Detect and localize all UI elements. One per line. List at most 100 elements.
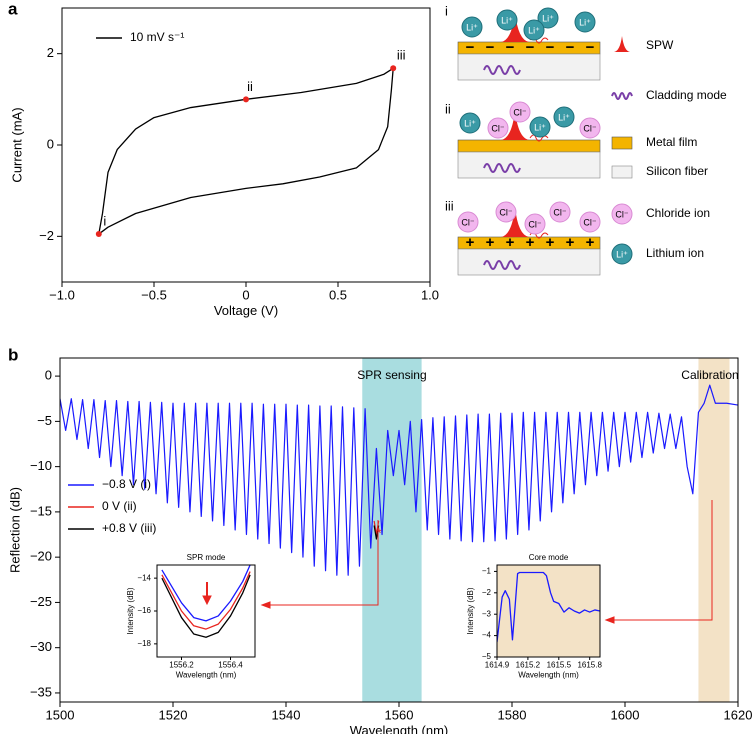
charge: + (546, 234, 555, 251)
row-label: i (445, 3, 448, 18)
chloride-ion (549, 201, 571, 223)
y-axis-title: Intensity (dB) (466, 587, 475, 634)
schematic-legend-label: SPW (646, 38, 674, 52)
x-tick-label: 1615.2 (516, 661, 541, 670)
chloride-ion (579, 117, 601, 139)
row-label: iii (445, 198, 454, 213)
chloride-ion (457, 211, 479, 233)
legend-label: 10 mV s⁻¹ (130, 30, 184, 44)
inset-title: Core mode (529, 553, 569, 562)
arrow (612, 500, 713, 621)
frame (59, 357, 739, 703)
chloride-ion (579, 211, 601, 233)
charge: + (526, 234, 535, 251)
series-group (497, 571, 600, 643)
x-tick-label: 1.0 (421, 288, 439, 303)
charge: − (546, 39, 555, 56)
point-label: i (103, 213, 106, 228)
chloride-ion (495, 201, 517, 223)
chart: −1.0 −0.5 0 0.5 1.0 −2 0 2 Voltage (V) Current (m… (9, 7, 439, 318)
lithium-ion (496, 9, 518, 31)
series-line (60, 384, 738, 576)
cladding-wave (483, 163, 521, 173)
y-tick-label: −1 (482, 567, 492, 576)
charge: + (486, 234, 495, 251)
ion-label: Cl⁻ (513, 107, 526, 117)
silicon-fiber (457, 248, 601, 276)
charge: − (466, 39, 475, 56)
ion-label: Li⁺ (616, 249, 628, 259)
row-label: ii (445, 101, 451, 116)
schematic-legend-label: Silicon fiber (646, 164, 708, 178)
inset-title: SPR mode (187, 553, 226, 562)
chloride-ion (487, 117, 509, 139)
legend-metal (611, 136, 633, 150)
x-tick-label: −0.5 (141, 288, 167, 303)
y-tick-label: −35 (30, 684, 52, 699)
legend-label: +0.8 V (iii) (102, 521, 156, 535)
series-line (497, 571, 600, 643)
y-tick-label: −25 (30, 594, 52, 609)
cladding-wave (483, 65, 521, 75)
charge: − (506, 39, 515, 56)
silicon-fiber (457, 53, 601, 81)
y-tick-label: −3 (482, 609, 492, 618)
y-tick-label: −5 (37, 413, 52, 428)
ion-label: Cl⁻ (615, 209, 628, 219)
x-tick-label: 1580 (498, 708, 527, 723)
inset-bg (497, 565, 600, 657)
y-tick-label: −10 (30, 458, 52, 473)
panel-label: b (8, 345, 18, 364)
y-tick-label: 0 (47, 136, 54, 151)
frame (156, 564, 256, 658)
ion-label: Li⁺ (558, 112, 570, 122)
span (362, 358, 422, 702)
arrow (268, 520, 379, 606)
spw (501, 207, 529, 237)
x-tick-label: 0.5 (329, 288, 347, 303)
lithium-ion (611, 243, 633, 265)
charge: + (466, 234, 475, 251)
ion-label: Li⁺ (579, 17, 591, 27)
chart: 1614.9 1615.2 1615.5 1615.8 −5 −4 −3 −2 −1 Wavele… (466, 553, 602, 679)
lithium-ion (553, 106, 575, 128)
ion-label: Cl⁻ (491, 123, 504, 133)
arrowhead (202, 595, 212, 606)
ion-label: Cl⁻ (583, 217, 596, 227)
ion-label: Cl⁻ (461, 217, 474, 227)
point (243, 96, 249, 103)
schematic-legend-label: Metal film (646, 135, 697, 149)
x-axis-title: Wavelength (nm) (518, 670, 579, 679)
point-label: iii (397, 48, 406, 63)
y-tick-label: −14 (137, 573, 151, 582)
charge: − (586, 39, 595, 56)
arrowhead (260, 601, 271, 609)
panel-label: a (8, 0, 18, 18)
y-axis-title: Reflection (dB) (7, 487, 22, 573)
y-axis-title: Intensity (dB) (126, 587, 135, 634)
y-tick-label: −15 (30, 503, 52, 518)
charge: − (486, 39, 495, 56)
y-tick-label: −30 (30, 639, 52, 654)
silicon-fiber (457, 151, 601, 179)
y-tick-label: −5 (482, 652, 492, 661)
legend-spw (614, 36, 630, 52)
ion-label: Li⁺ (528, 25, 540, 35)
ion-label: Li⁺ (542, 13, 554, 23)
lithium-ion (459, 112, 481, 134)
series-line (161, 571, 251, 630)
charge: + (586, 234, 595, 251)
metal-film (457, 139, 601, 153)
ion-label: Cl⁻ (583, 123, 596, 133)
series-group (161, 565, 251, 638)
y-tick-label: −16 (137, 606, 151, 615)
ion-label: Li⁺ (466, 22, 478, 32)
inset-bg (157, 565, 255, 657)
y-tick-label: −20 (30, 549, 52, 564)
x-tick-label: 0 (242, 288, 249, 303)
y-axis-title: Current (mA) (9, 107, 24, 182)
ion-label: Li⁺ (501, 15, 513, 25)
spw (501, 12, 529, 42)
lithium-ion (529, 116, 551, 138)
